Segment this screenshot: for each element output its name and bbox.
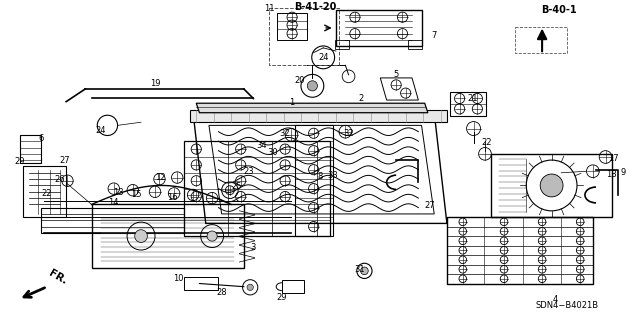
Text: 2: 2 xyxy=(358,94,364,103)
Text: 19: 19 xyxy=(150,79,160,88)
Text: 28: 28 xyxy=(216,288,227,297)
Text: 30: 30 xyxy=(267,148,278,157)
Text: 15: 15 xyxy=(131,190,141,199)
Text: 22: 22 xyxy=(481,137,492,147)
Text: 6: 6 xyxy=(38,134,44,143)
Polygon shape xyxy=(190,109,447,122)
Text: 24: 24 xyxy=(96,126,106,135)
Text: 9: 9 xyxy=(621,168,626,177)
Text: 22: 22 xyxy=(42,189,52,198)
Text: 14: 14 xyxy=(109,198,119,207)
Text: 7: 7 xyxy=(431,31,437,40)
Text: 13: 13 xyxy=(113,188,124,197)
Text: 29: 29 xyxy=(276,293,287,302)
Bar xyxy=(269,8,339,65)
Polygon shape xyxy=(196,103,428,113)
Circle shape xyxy=(540,174,563,197)
Text: 32: 32 xyxy=(280,129,291,138)
Text: 1: 1 xyxy=(289,98,294,107)
Text: 31: 31 xyxy=(355,265,365,274)
Text: 11: 11 xyxy=(264,4,275,13)
Text: SDN4−B4021B: SDN4−B4021B xyxy=(536,301,599,310)
Text: 20: 20 xyxy=(294,76,305,85)
Text: 5: 5 xyxy=(394,70,399,79)
Text: 4: 4 xyxy=(552,295,557,304)
Text: 17: 17 xyxy=(608,154,618,163)
Text: 24: 24 xyxy=(318,53,328,62)
Text: B-40-1: B-40-1 xyxy=(541,5,577,15)
Circle shape xyxy=(134,230,147,242)
Text: 21: 21 xyxy=(467,94,477,103)
Bar xyxy=(184,277,218,290)
Text: 25: 25 xyxy=(231,182,241,190)
Text: 26: 26 xyxy=(54,175,65,184)
Text: 27: 27 xyxy=(60,156,70,165)
Text: 27: 27 xyxy=(424,201,435,210)
Bar xyxy=(515,27,568,53)
Circle shape xyxy=(247,284,253,291)
Text: B-41-20: B-41-20 xyxy=(294,2,337,12)
Text: 23: 23 xyxy=(244,167,254,176)
Text: 16: 16 xyxy=(168,193,178,202)
Text: 33: 33 xyxy=(327,172,338,181)
Text: 12: 12 xyxy=(155,173,165,182)
Text: 3: 3 xyxy=(251,243,256,252)
Circle shape xyxy=(307,81,317,91)
Text: 34: 34 xyxy=(256,141,267,151)
Text: FR.: FR. xyxy=(47,268,69,286)
Text: 29: 29 xyxy=(14,157,24,166)
Circle shape xyxy=(207,231,217,241)
Text: 8: 8 xyxy=(317,172,323,181)
Circle shape xyxy=(360,267,368,275)
Text: 18: 18 xyxy=(607,170,617,179)
Text: 32: 32 xyxy=(343,129,354,138)
Text: 10: 10 xyxy=(173,274,183,283)
